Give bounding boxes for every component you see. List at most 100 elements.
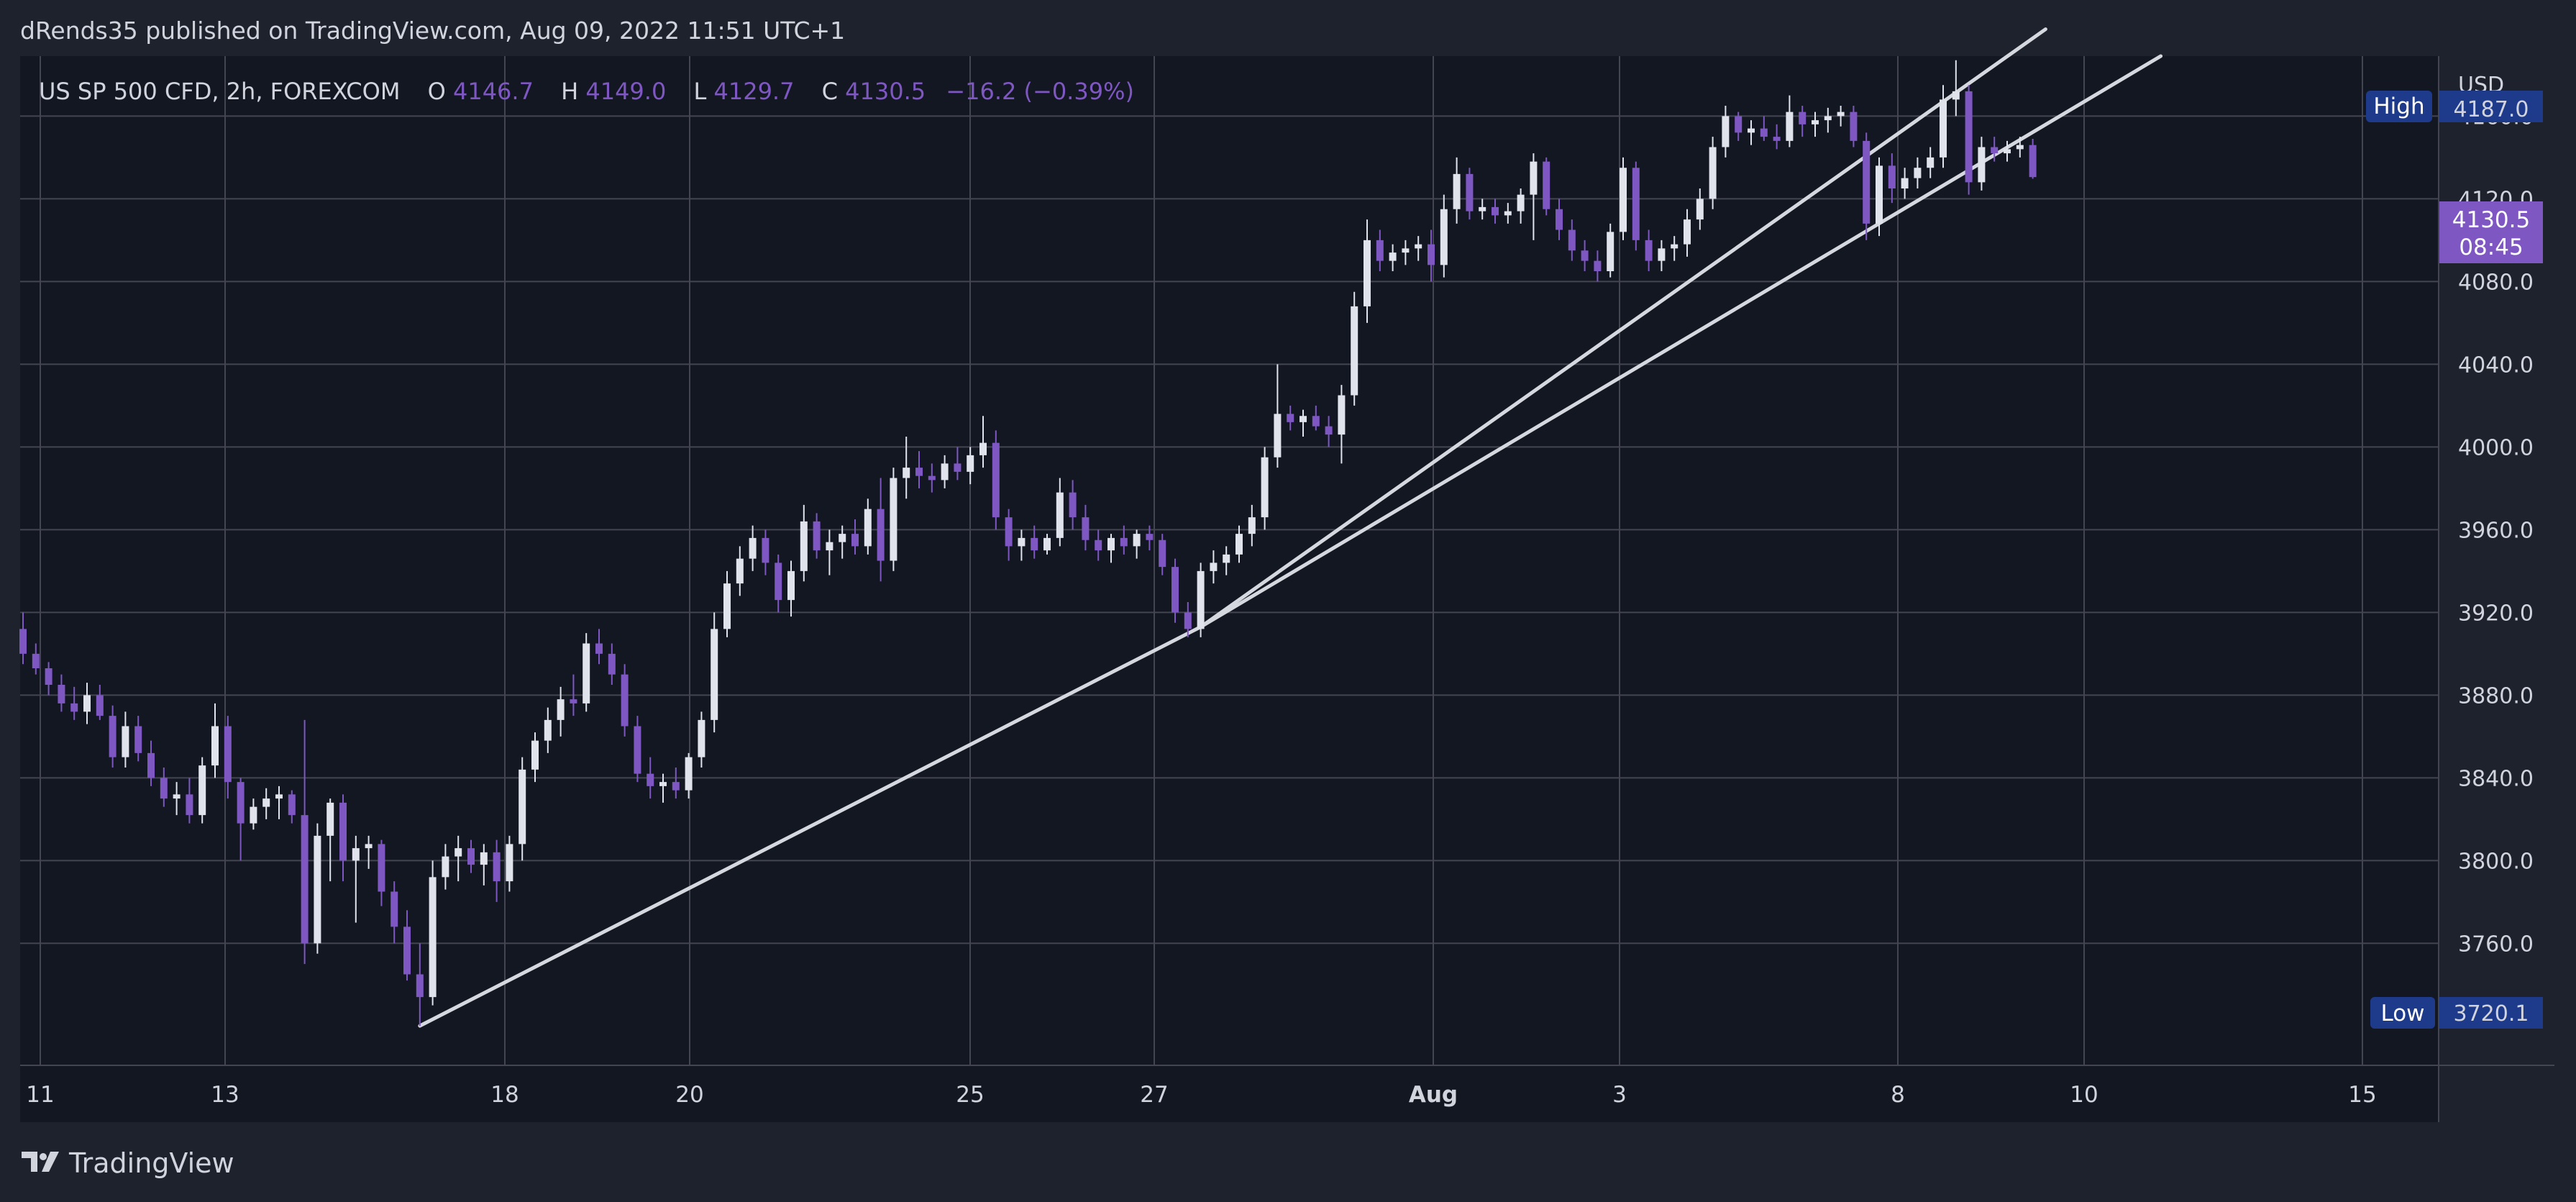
candle[interactable] [1645,229,1653,272]
candle[interactable] [19,612,27,665]
candle[interactable] [1171,558,1179,623]
candle[interactable] [301,719,309,965]
candle[interactable] [224,716,232,799]
tradingview-logo-icon[interactable] [22,1152,59,1172]
candle[interactable] [1696,188,1704,230]
candle[interactable] [685,752,693,799]
candle[interactable] [442,844,449,890]
candle[interactable] [1274,364,1282,468]
candle[interactable] [314,823,321,954]
candle[interactable] [96,685,104,720]
trendlines[interactable] [418,27,2163,1028]
candle[interactable] [1786,95,1794,147]
candle[interactable] [992,430,1000,530]
candle[interactable] [1415,236,1422,261]
candle[interactable] [723,570,731,637]
candle[interactable] [1364,219,1371,323]
candle[interactable] [903,437,910,499]
candle[interactable] [467,839,475,873]
candle[interactable] [915,451,923,488]
candle[interactable] [1082,504,1090,551]
candle[interactable] [1671,236,1678,261]
candle[interactable] [531,732,539,783]
candle[interactable] [326,798,334,882]
candle[interactable] [634,716,641,783]
candle[interactable] [1107,534,1115,563]
candle[interactable] [1568,219,1576,261]
candle[interactable] [1287,405,1294,431]
candle[interactable] [45,662,52,696]
candle[interactable] [147,740,155,786]
candle[interactable] [1146,525,1154,551]
candle[interactable] [1197,563,1205,637]
candle[interactable] [595,629,603,665]
candle[interactable] [519,757,526,861]
candle[interactable] [1453,157,1461,224]
candle[interactable] [1402,240,1410,265]
candle[interactable] [1722,106,1730,158]
candle[interactable] [262,788,270,819]
candle[interactable] [890,468,898,571]
candle[interactable] [455,835,462,882]
candle[interactable] [1735,111,1743,141]
candle[interactable] [659,773,667,803]
candle[interactable] [506,835,513,892]
candle[interactable] [800,504,808,582]
candle[interactable] [1607,223,1614,278]
candle[interactable] [1530,153,1538,240]
candle[interactable] [1581,240,1589,271]
candle[interactable] [122,711,129,768]
candle[interactable] [1965,85,1973,195]
time-axis[interactable]: 11 13 18 20 25 27 Aug 3 8 10 15 [26,1082,2376,1108]
candle[interactable] [1492,199,1499,224]
candle[interactable] [851,519,859,555]
candle[interactable] [160,768,168,807]
candle[interactable] [480,844,488,885]
candle[interactable] [403,910,411,981]
candle[interactable] [979,416,987,468]
candle[interactable] [1236,525,1243,563]
candle[interactable] [647,757,654,799]
candle[interactable] [1876,157,1883,237]
candle[interactable] [237,778,245,861]
candle[interactable] [1517,188,1525,224]
candle[interactable] [32,643,40,675]
candle[interactable] [1056,478,1064,547]
candle[interactable] [83,683,91,724]
candle[interactable] [1709,137,1717,209]
candle[interactable] [198,757,206,824]
candle[interactable] [58,674,65,712]
candle[interactable] [429,860,437,1006]
candle[interactable] [1504,203,1512,224]
candle[interactable] [1760,116,1768,141]
candle[interactable] [1248,504,1256,547]
candle[interactable] [1018,529,1026,561]
brand-name[interactable]: TradingView [68,1147,234,1179]
candle[interactable] [1428,229,1435,282]
candle[interactable] [967,447,974,485]
candle[interactable] [544,707,552,753]
candle[interactable] [1043,534,1051,555]
candle[interactable] [864,498,872,555]
candle[interactable] [1748,120,1755,145]
candle[interactable] [2004,140,2011,162]
candle[interactable] [1773,124,1781,150]
candle[interactable] [1812,111,1819,137]
trendline[interactable] [1199,54,2163,629]
candle[interactable] [557,686,565,737]
candle[interactable] [1376,229,1384,272]
candle[interactable] [339,794,347,882]
candle[interactable] [1210,550,1218,584]
candle[interactable] [570,674,577,716]
candle[interactable] [749,525,757,571]
candle[interactable] [1914,157,1922,188]
candle[interactable] [1658,240,1666,271]
candle[interactable] [1312,405,1320,431]
candle[interactable] [1005,509,1013,561]
candle[interactable] [1978,137,1986,191]
candle[interactable] [672,768,680,799]
candle[interactable] [941,455,949,488]
candle[interactable] [1543,157,1550,216]
candle[interactable] [1184,602,1192,637]
